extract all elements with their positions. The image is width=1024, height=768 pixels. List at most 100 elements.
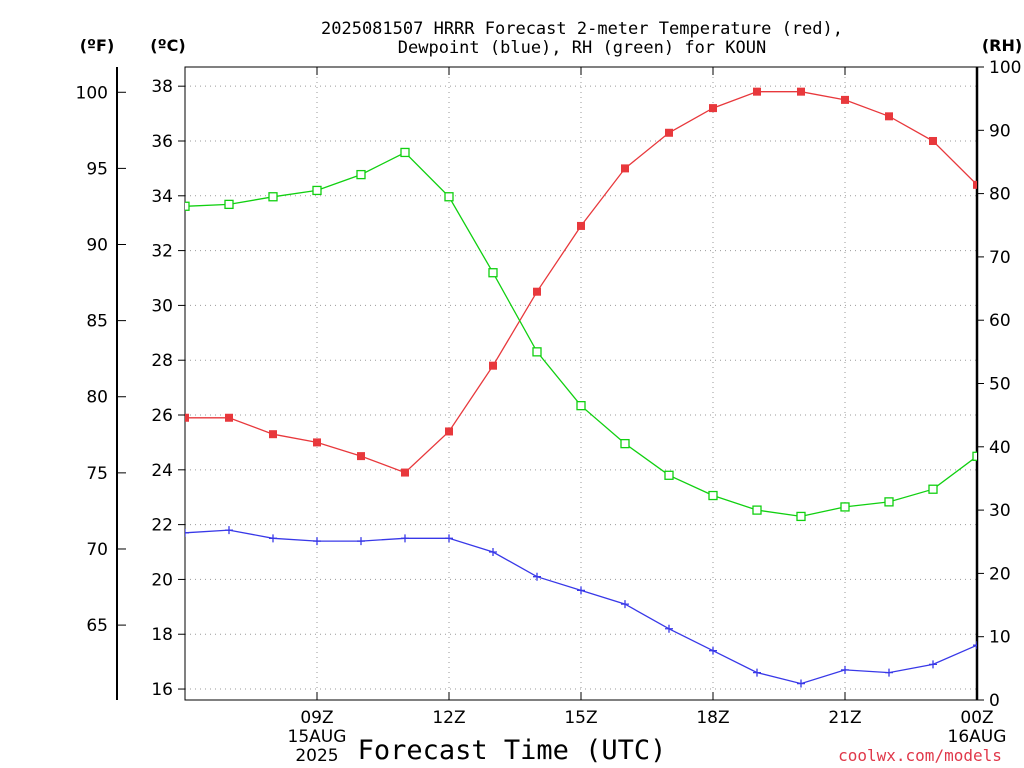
celsius-tick-label: 26 xyxy=(151,406,173,426)
rh-tick-label: 10 xyxy=(989,628,1011,648)
x-tick-label: 16AUG xyxy=(948,727,1007,747)
series-point-2 xyxy=(356,169,366,180)
series-point-1 xyxy=(489,548,497,557)
celsius-tick-label: 34 xyxy=(151,187,173,207)
series-point-2 xyxy=(400,147,410,158)
celsius-tick-label: 38 xyxy=(151,77,173,97)
x-tick-label: 21Z xyxy=(828,708,861,728)
fahrenheit-tick-label: 75 xyxy=(86,464,108,484)
x-axis-label: Forecast Time (UTC) xyxy=(358,735,667,766)
rh-tick-label: 80 xyxy=(989,185,1011,205)
fahrenheit-tick-label: 95 xyxy=(86,159,108,179)
series-point-0 xyxy=(313,438,321,447)
series-point-1 xyxy=(185,528,189,537)
x-tick-label: 15Z xyxy=(564,708,597,728)
series-point-2 xyxy=(488,268,498,278)
series-point-2 xyxy=(752,505,762,515)
series-point-2 xyxy=(532,347,542,357)
rh-tick-label: 100 xyxy=(989,58,1021,78)
rh-tick-label: 20 xyxy=(989,564,1011,584)
series-point-0 xyxy=(665,128,673,137)
series-point-2 xyxy=(224,199,234,210)
series-point-1 xyxy=(313,537,321,546)
series-point-1 xyxy=(577,586,585,595)
series-point-2 xyxy=(708,490,718,501)
series-point-0 xyxy=(401,468,409,477)
series-point-1 xyxy=(665,624,673,633)
x-tick-label: 00Z xyxy=(960,708,993,728)
series-point-2 xyxy=(796,511,806,522)
series-point-0 xyxy=(489,361,497,370)
x-tick-label: 15AUG xyxy=(288,727,347,747)
series-point-0 xyxy=(709,104,717,113)
rh-unit-label: (RH) xyxy=(982,36,1022,55)
fahrenheit-tick-label: 70 xyxy=(86,540,108,560)
series-point-1 xyxy=(401,534,409,543)
series-point-0 xyxy=(445,427,453,436)
series-point-1 xyxy=(973,641,977,650)
series-point-1 xyxy=(929,660,937,669)
celsius-tick-label: 18 xyxy=(151,625,173,645)
rh-tick-label: 40 xyxy=(989,438,1011,458)
fahrenheit-tick-label: 85 xyxy=(86,312,108,332)
series-point-2 xyxy=(664,470,674,480)
celsius-tick-label: 16 xyxy=(151,680,173,700)
series-point-2 xyxy=(620,438,630,449)
series-point-1 xyxy=(1013,622,1021,630)
rh-tick-label: 0 xyxy=(989,691,1000,711)
celsius-unit-label: (ºC) xyxy=(150,36,185,55)
series-point-0 xyxy=(269,430,277,439)
series-point-1 xyxy=(709,646,717,655)
marker-layer xyxy=(185,87,1021,688)
series-point-1 xyxy=(797,679,805,688)
fahrenheit-unit-label: (ºF) xyxy=(80,36,115,55)
series-point-2 xyxy=(972,451,977,461)
series-line-0 xyxy=(185,91,977,474)
x-tick-label: 2025 xyxy=(295,746,338,766)
tick-labels: 16 18 20 22 24 26 28 30 32 34 36 38 65 70 75 80 85 90 95 10… xyxy=(76,58,1022,766)
celsius-tick-label: 32 xyxy=(151,242,173,262)
x-tick-label: 18Z xyxy=(696,708,729,728)
rh-tick-label: 90 xyxy=(989,121,1011,141)
fahrenheit-tick-label: 100 xyxy=(76,83,108,103)
celsius-tick-label: 20 xyxy=(151,570,173,590)
series-point-2 xyxy=(444,192,454,202)
x-tick-label: 12Z xyxy=(432,708,465,728)
axes xyxy=(116,66,984,701)
chart-title-line-1: 2025081507 HRRR Forecast 2-meter Tempera… xyxy=(321,19,843,39)
series-point-1 xyxy=(225,526,233,535)
series-point-0 xyxy=(185,413,189,422)
series-point-1 xyxy=(533,572,541,581)
series-point-0 xyxy=(577,221,585,230)
series-point-2 xyxy=(185,201,190,211)
series-point-1 xyxy=(841,665,849,674)
series-point-1 xyxy=(445,534,453,543)
series-point-0 xyxy=(841,95,849,104)
series-point-1 xyxy=(885,668,893,677)
series-point-2 xyxy=(312,185,322,196)
series-point-1 xyxy=(357,537,365,546)
series-point-0 xyxy=(885,112,893,121)
series-point-0 xyxy=(1013,219,1021,227)
series-point-0 xyxy=(753,87,761,96)
fahrenheit-tick-label: 80 xyxy=(86,388,108,408)
fahrenheit-tick-label: 65 xyxy=(86,616,108,636)
rh-tick-label: 50 xyxy=(989,375,1011,395)
series-point-1 xyxy=(621,600,629,609)
credit-text: coolwx.com/models xyxy=(838,746,1002,765)
series-point-0 xyxy=(225,413,233,422)
series-layer xyxy=(185,91,977,685)
series-point-1 xyxy=(753,668,761,677)
series-line-1 xyxy=(185,529,977,685)
series-point-0 xyxy=(357,452,365,461)
celsius-tick-label: 36 xyxy=(151,132,173,152)
series-point-2 xyxy=(928,484,938,494)
celsius-tick-label: 22 xyxy=(151,516,173,536)
series-point-2 xyxy=(840,502,850,512)
series-point-0 xyxy=(929,136,937,145)
series-line-2 xyxy=(185,151,977,518)
rh-tick-label: 70 xyxy=(989,248,1011,268)
rh-tick-label: 30 xyxy=(989,501,1011,521)
plot-frame xyxy=(184,66,978,701)
